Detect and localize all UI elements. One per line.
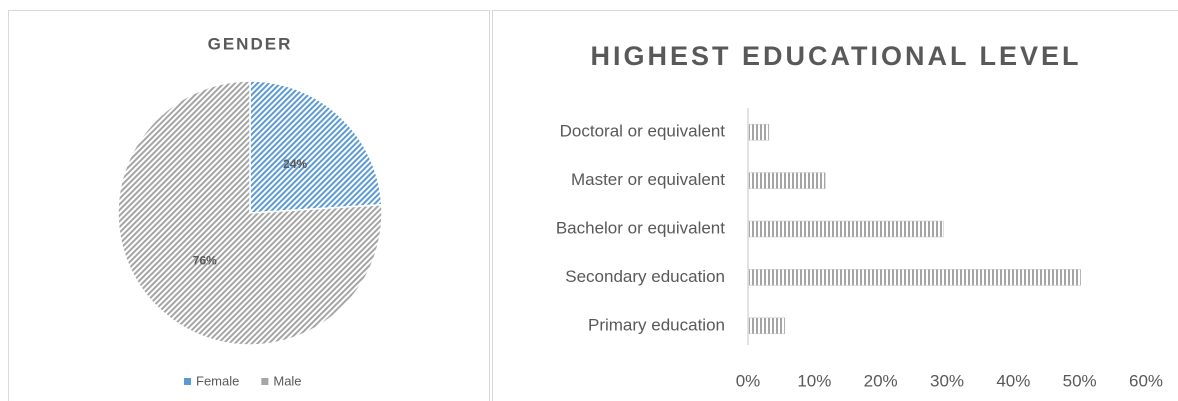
legend-swatch [184, 378, 191, 385]
x-tick-label: 40% [996, 371, 1030, 390]
x-tick-label: 60% [1129, 371, 1163, 390]
x-tick-label: 30% [930, 371, 964, 390]
pie-slice [117, 80, 383, 346]
x-tick-label: 20% [864, 371, 898, 390]
y-tick-label: Primary education [588, 315, 725, 334]
y-tick-label: Doctoral or equivalent [560, 122, 726, 141]
data-label: 24% [283, 157, 307, 171]
bar [748, 317, 786, 335]
y-tick-label: Secondary education [565, 267, 725, 286]
data-label: 76% [193, 253, 217, 267]
bar-panel [492, 10, 1178, 401]
x-tick-label: 0% [736, 371, 761, 390]
bar [748, 172, 826, 189]
chart-title: HIGHEST EDUCATIONAL LEVEL [590, 41, 1081, 71]
chart-title: GENDER [208, 34, 293, 53]
x-tick-label: 10% [797, 371, 831, 390]
y-tick-label: Master or equivalent [571, 170, 725, 189]
legend-swatch [261, 378, 269, 385]
bar [748, 220, 944, 238]
x-tick-label: 50% [1063, 371, 1097, 390]
legend-label: Male [273, 373, 301, 388]
bar [748, 269, 1081, 286]
y-tick-label: Bachelor or equivalent [556, 218, 725, 237]
legend-label: Female [196, 373, 239, 388]
bar [748, 123, 770, 141]
pie-slice [249, 80, 383, 214]
